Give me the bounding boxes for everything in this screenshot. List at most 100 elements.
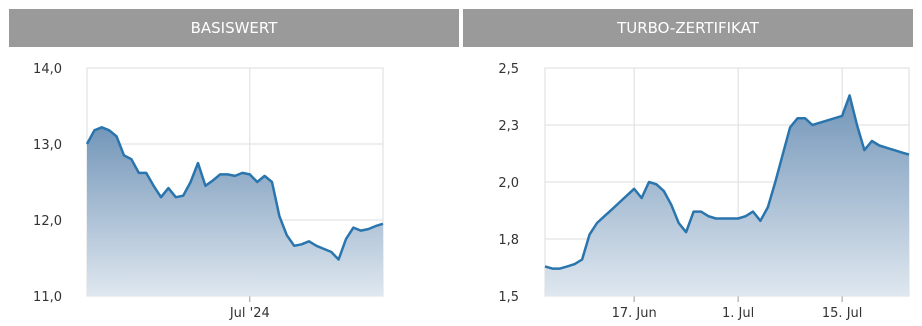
basiswert-data-point: [174, 195, 178, 199]
turbo-data-point: [573, 262, 577, 266]
turbo-ytick-label: 1,8: [498, 233, 519, 248]
basiswert-data-point: [359, 229, 363, 233]
basiswert-data-point: [270, 180, 274, 184]
turbo-data-point: [699, 210, 703, 214]
basiswert-xtick-label: Jul '24: [229, 306, 270, 321]
turbo-data-point: [781, 153, 785, 157]
turbo-xtick-label: 17. Jun: [612, 306, 657, 321]
turbo-data-point: [632, 187, 636, 191]
turbo-data-point: [870, 139, 874, 143]
turbo-data-point: [818, 121, 822, 125]
turbo-data-point: [907, 153, 911, 157]
turbo-data-point: [654, 182, 658, 186]
turbo-data-point: [580, 258, 584, 262]
basiswert-data-point: [107, 128, 111, 132]
basiswert-data-point: [122, 153, 126, 157]
basiswert-data-point: [322, 247, 326, 251]
basiswert-data-point: [351, 226, 355, 230]
turbo-data-point: [796, 116, 800, 120]
turbo-ytick-label: 2,5: [498, 62, 519, 77]
basiswert-data-point: [203, 184, 207, 188]
turbo-data-point: [706, 214, 710, 218]
basiswert-data-point: [196, 161, 200, 165]
turbo-data-point: [684, 230, 688, 234]
turbo-data-point: [744, 214, 748, 218]
basiswert-data-point: [211, 179, 215, 183]
basiswert-data-point: [366, 227, 370, 231]
basiswert-data-point: [307, 239, 311, 243]
basiswert-data-point: [329, 250, 333, 254]
turbo-data-point: [625, 194, 629, 198]
turbo-data-point: [855, 123, 859, 127]
basiswert-data-point: [129, 157, 133, 161]
turbo-data-point: [692, 210, 696, 214]
turbo-data-point: [565, 264, 569, 268]
turbo-data-point: [810, 123, 814, 127]
turbo-zertifikat-header: TURBO-ZERTIFIKAT: [463, 9, 913, 47]
turbo-data-point: [833, 116, 837, 120]
turbo-data-point: [602, 214, 606, 218]
basiswert-data-point: [152, 184, 156, 188]
basiswert-data-point: [189, 180, 193, 184]
basiswert-data-point: [240, 171, 244, 175]
turbo-data-point: [892, 148, 896, 152]
turbo-series-line: [544, 94, 910, 270]
turbo-data-point: [788, 125, 792, 129]
basiswert-data-point: [314, 244, 318, 248]
basiswert-data-point: [248, 172, 252, 176]
turbo-data-point: [558, 267, 562, 271]
turbo-data-point: [848, 93, 852, 97]
turbo-data-point: [595, 221, 599, 225]
turbo-data-point: [751, 210, 755, 214]
basiswert-data-point: [300, 242, 304, 246]
basiswert-data-point: [181, 194, 185, 198]
basiswert-ytick-label: 14,0: [33, 62, 62, 77]
basiswert-data-point: [226, 172, 230, 176]
basiswert-data-point: [85, 142, 89, 146]
turbo-data-point: [900, 150, 904, 154]
basiswert-data-point: [100, 125, 104, 129]
turbo-ytick-label: 2,3: [498, 119, 519, 134]
turbo-data-point: [647, 180, 651, 184]
turbo-data-point: [721, 217, 725, 221]
turbo-data-point: [877, 144, 881, 148]
basiswert-data-point: [344, 237, 348, 241]
basiswert-data-point: [137, 171, 141, 175]
turbo-data-point: [736, 217, 740, 221]
basiswert-area-fill: [87, 127, 383, 296]
basiswert-data-point: [263, 174, 267, 178]
turbo-data-point: [588, 232, 592, 236]
turbo-data-point: [714, 217, 718, 221]
basiswert-data-point: [166, 186, 170, 190]
basiswert-data-point: [381, 222, 385, 226]
turbo-data-point: [617, 201, 621, 205]
turbo-data-point: [662, 189, 666, 193]
basiswert-data-point: [285, 233, 289, 237]
turbo-data-point: [543, 264, 547, 268]
basiswert-ytick-label: 13,0: [33, 138, 62, 153]
basiswert-data-point: [115, 134, 119, 138]
turbo-xtick-label: 15. Jul: [822, 306, 863, 321]
basiswert-ytick-label: 11,0: [33, 290, 62, 305]
basiswert-data-point: [233, 174, 237, 178]
turbo-data-point: [550, 267, 554, 271]
basiswert-data-point: [218, 172, 222, 176]
turbo-data-point: [803, 116, 807, 120]
turbo-data-point: [669, 203, 673, 207]
basiswert-data-point: [292, 244, 296, 248]
turbo-data-point: [773, 180, 777, 184]
turbo-data-point: [610, 207, 614, 211]
basiswert-series-line: [85, 126, 384, 261]
turbo-data-point: [885, 146, 889, 150]
turbo-xtick-label: 1. Jul: [722, 306, 754, 321]
basiswert-data-point: [92, 128, 96, 132]
turbo-data-point: [862, 148, 866, 152]
turbo-data-point: [640, 196, 644, 200]
turbo-data-point: [758, 219, 762, 223]
turbo-data-point: [766, 205, 770, 209]
basiswert-data-point: [277, 214, 281, 218]
basiswert-ytick-label: 12,0: [33, 214, 62, 229]
turbo-data-point: [677, 221, 681, 225]
basiswert-data-point: [255, 180, 259, 184]
turbo-ytick-label: 2,0: [498, 176, 519, 191]
